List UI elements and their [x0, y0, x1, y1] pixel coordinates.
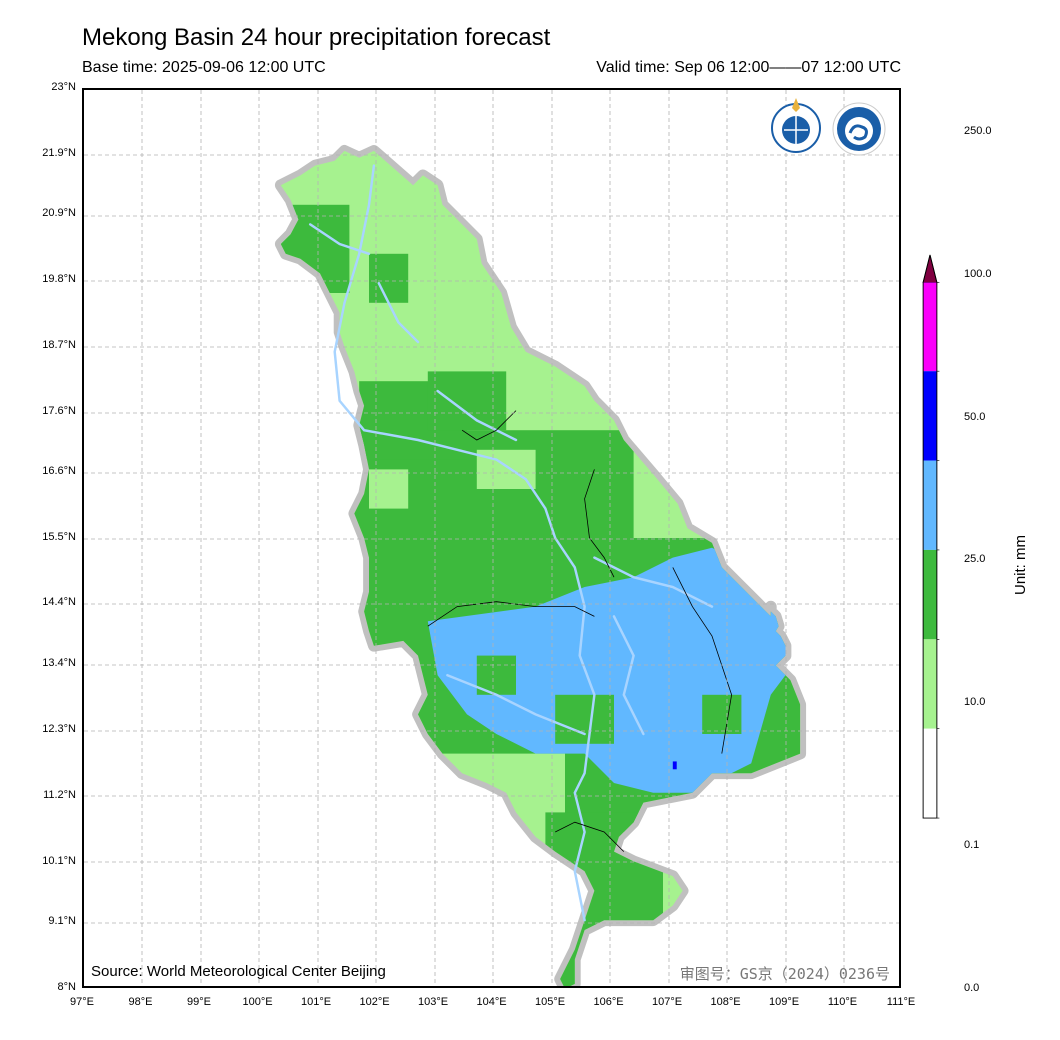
lon-tick-label: 100°E — [242, 996, 273, 1008]
cma-logo-icon — [832, 102, 886, 156]
lon-tick-label: 103°E — [418, 996, 449, 1008]
lon-tick-label: 98°E — [128, 996, 153, 1008]
colorbar-level-label: 100.0 — [964, 268, 992, 280]
colorbar-band-white — [923, 728, 937, 819]
lon-tick-label: 110°E — [827, 996, 858, 1008]
lat-tick-label: 21.9°N — [42, 147, 76, 159]
lon-tick-label: 104°E — [476, 996, 507, 1008]
lat-tick-label: 8°N — [57, 981, 76, 993]
colorbar-band-lightblue — [923, 460, 937, 550]
lat-tick-label: 16.6°N — [42, 465, 76, 477]
lon-tick-label: 101°E — [301, 996, 332, 1008]
colorbar-level-label: 0.1 — [964, 839, 980, 851]
lon-tick-label: 107°E — [652, 996, 683, 1008]
lon-tick-label: 108°E — [710, 996, 741, 1008]
colorbar-band-magenta — [923, 282, 937, 372]
colorbar-level-label: 50.0 — [964, 411, 986, 423]
lon-tick-label: 111°E — [886, 996, 916, 1008]
page-title: Mekong Basin 24 hour precipitation forec… — [82, 24, 551, 51]
map-canvas — [84, 90, 899, 986]
lat-tick-label: 9.1°N — [48, 915, 76, 927]
borders — [427, 410, 733, 852]
colorbar-unit-label: Unit: mm — [1012, 535, 1029, 595]
rivers — [308, 164, 714, 922]
lon-tick-label: 99°E — [187, 996, 211, 1008]
map-grid — [84, 90, 899, 986]
lat-tick-label: 12.3°N — [42, 723, 76, 735]
lat-tick-label: 19.8°N — [42, 273, 76, 285]
colorbar-band-green — [923, 549, 937, 640]
lat-tick-label: 11.2°N — [43, 789, 76, 801]
wmo-logo-icon — [771, 98, 821, 153]
lat-tick-label: 23°N — [51, 81, 76, 93]
map-frame — [82, 88, 901, 988]
valid-time: Valid time: Sep 06 12:00——07 12:00 UTC — [596, 59, 901, 76]
colorbar — [922, 254, 940, 819]
lon-tick-label: 105°E — [535, 996, 566, 1008]
colorbar-band-lightgreen — [923, 639, 937, 729]
lat-tick-label: 18.7°N — [42, 339, 76, 351]
colorbar-band-blue — [923, 371, 937, 461]
lon-tick-label: 97°E — [70, 996, 94, 1008]
source-label: Source: World Meteorological Center Beij… — [91, 963, 386, 980]
lat-tick-label: 20.9°N — [42, 207, 76, 219]
review-number: 审图号：GS京（2024）0236号 — [679, 965, 890, 983]
base-time: Base time: 2025-09-06 12:00 UTC — [82, 59, 326, 76]
colorbar-level-label: 250.0 — [964, 125, 992, 137]
colorbar-level-label: 0.0 — [964, 982, 980, 994]
lon-tick-label: 109°E — [769, 996, 800, 1008]
colorbar-level-label: 10.0 — [964, 696, 986, 708]
lat-tick-label: 10.1°N — [42, 855, 76, 867]
lat-tick-label: 13.4°N — [42, 657, 76, 669]
colorbar-extend-arrow — [922, 254, 938, 283]
lat-tick-label: 17.6°N — [42, 405, 76, 417]
lat-tick-label: 15.5°N — [42, 531, 76, 543]
lat-tick-label: 14.4°N — [42, 596, 76, 608]
lon-tick-label: 102°E — [359, 996, 390, 1008]
lon-tick-label: 106°E — [593, 996, 624, 1008]
colorbar-level-label: 25.0 — [964, 553, 986, 565]
